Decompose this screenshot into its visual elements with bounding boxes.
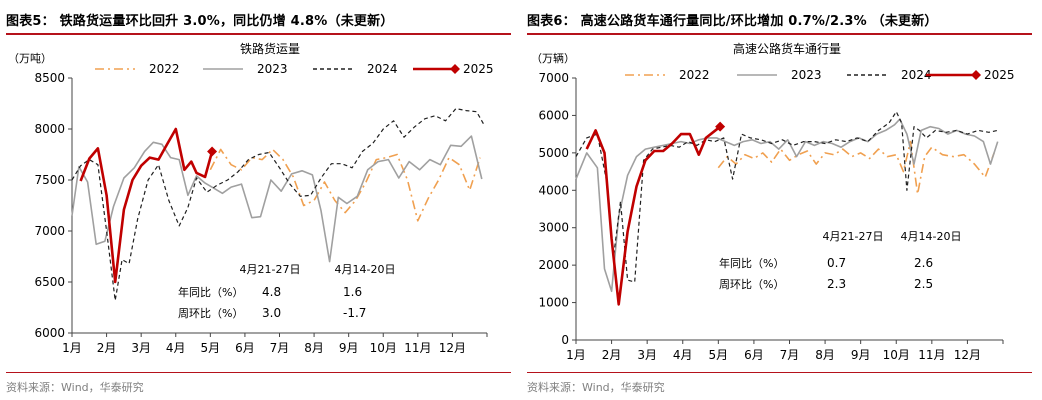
legend-label: 2024 (367, 62, 398, 76)
legend-marker (971, 70, 981, 80)
x-tick-label: 9月 (339, 341, 359, 355)
x-tick-label: 12月 (439, 341, 466, 355)
x-tick-label: 2月 (97, 341, 117, 355)
y-unit-label: （万辆） (531, 51, 575, 65)
y-tick-label: 7000 (34, 224, 65, 238)
annotation-row-label: 周环比（%） (719, 278, 784, 291)
annotation-row-label: 年同比（%） (719, 256, 784, 270)
panel-rail-freight: 图表5： 铁路货运量环比回升 3.0%，同比仍增 4.8%（未更新） 铁路货运量… (6, 14, 511, 394)
legend-label: 2024 (901, 68, 932, 82)
series-line-2023 (71, 135, 483, 263)
rail-freight-chart: 铁路货运量 （万吨） 6000 6500 7000 7500 8000 8500 1月 2月 3月 4… (8, 41, 494, 355)
annotation-header: 4月21-27日 (823, 230, 884, 243)
figure-title: 图表5： 铁路货运量环比回升 3.0%，同比仍增 4.8%（未更新） (6, 14, 394, 29)
annotation-header: 4月21-27日 (240, 263, 301, 276)
x-tick-label: 6月 (235, 341, 255, 355)
x-tick-label: 4月 (673, 348, 693, 362)
x-tick-label: 11月 (404, 341, 431, 355)
x-tick-label: 2月 (602, 348, 622, 362)
legend-label: 2025 (463, 62, 494, 76)
y-tick-label: 5000 (538, 146, 569, 160)
x-tick-label: 5月 (201, 341, 221, 355)
x-tick-label: 10月 (883, 348, 910, 362)
annotation-value: 1.6 (343, 285, 362, 299)
y-tick-label: 2000 (538, 258, 569, 272)
series-end-marker (715, 121, 726, 132)
y-tick-label: 8500 (34, 71, 65, 85)
annotation-value: 0.7 (827, 256, 846, 270)
series-line-2023 (575, 118, 999, 293)
figure-title: 图表6： 高速公路货车通行量同比/环比增加 0.7%/2.3% （未更新） (527, 14, 938, 29)
panel-highway-trucks: 图表6： 高速公路货车通行量同比/环比增加 0.7%/2.3% （未更新） 高速… (521, 0, 1042, 400)
annotation-value: 2.5 (914, 277, 933, 291)
x-tick-label: 11月 (918, 348, 945, 362)
y-unit-label: （万吨） (8, 52, 52, 65)
annotation-header: 4月14-20日 (335, 263, 396, 276)
source-note: 资料来源：Wind，华泰研究 (6, 381, 144, 394)
source-note: 资料来源：Wind，华泰研究 (527, 381, 665, 394)
title-rule (6, 33, 511, 35)
source-rule (527, 372, 1032, 373)
x-tick-label: 12月 (954, 348, 981, 362)
y-tick-label: 6500 (34, 275, 65, 289)
annotation-row-label: 年同比（%） (178, 285, 243, 299)
y-tick-label: 3000 (538, 221, 569, 235)
y-tick-label: 6000 (538, 108, 569, 122)
series-line-2024 (71, 107, 485, 301)
x-tick-label: 8月 (304, 341, 324, 355)
highway-truck-chart: 高速公路货车通行量 （万辆） 0 1000 2000 3000 4000 5000 6000 70… (531, 41, 1015, 362)
x-tick-label: 4月 (166, 341, 186, 355)
series-line-2025 (79, 127, 214, 284)
y-tick-label: 8000 (34, 122, 65, 136)
x-tick-label: 3月 (637, 348, 657, 362)
x-tick-label: 1月 (566, 348, 586, 362)
legend-label: 2023 (791, 68, 822, 82)
annotation-value: 3.0 (262, 306, 281, 320)
title-rule (527, 33, 1032, 35)
y-tick-label: 0 (561, 333, 569, 347)
series-line-2024 (575, 111, 998, 283)
legend-label: 2022 (149, 62, 180, 76)
y-tick-label: 4000 (538, 183, 569, 197)
y-tick-label: 1000 (538, 296, 569, 310)
series-end-marker (207, 146, 218, 157)
annotation-row-label: 周环比（%） (178, 307, 243, 320)
y-tick-label: 7000 (538, 71, 569, 85)
x-tick-label: 3月 (131, 341, 151, 355)
x-tick-label: 9月 (851, 348, 871, 362)
chart-title: 铁路货运量 (240, 41, 300, 56)
chart-title: 高速公路货车通行量 (733, 41, 841, 56)
x-tick-label: 6月 (744, 348, 764, 362)
annotation-value: 2.3 (827, 277, 846, 291)
annotation-value: 2.6 (914, 256, 933, 270)
source-rule (6, 372, 511, 373)
annotation-header: 4月14-20日 (901, 230, 962, 243)
legend-label: 2022 (679, 68, 710, 82)
x-tick-label: 10月 (370, 341, 397, 355)
y-tick-label: 6000 (34, 326, 65, 340)
legend-marker (450, 64, 460, 74)
legend-label: 2025 (984, 68, 1015, 82)
x-tick-label: 7月 (270, 341, 290, 355)
legend-label: 2023 (257, 62, 288, 76)
x-tick-label: 5月 (709, 348, 729, 362)
annotation-value: 4.8 (262, 285, 281, 299)
series-line-2022 (717, 140, 995, 195)
annotation-value: -1.7 (343, 306, 366, 320)
y-tick-label: 7500 (34, 173, 65, 187)
series-line-2022 (209, 148, 481, 222)
series-line-2025 (585, 125, 721, 306)
x-tick-label: 1月 (62, 341, 82, 355)
x-tick-label: 8月 (815, 348, 835, 362)
x-tick-label: 7月 (780, 348, 800, 362)
